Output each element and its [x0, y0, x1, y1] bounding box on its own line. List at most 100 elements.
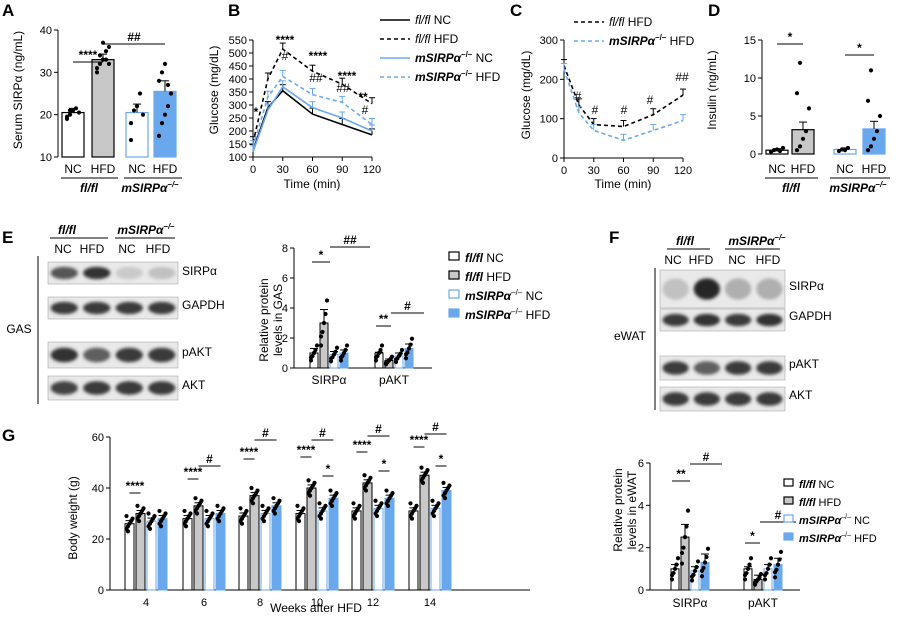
panel-g-point	[420, 480, 426, 485]
panel-e-point	[328, 356, 334, 361]
panel-c-ytick-label: 200	[540, 74, 558, 86]
panel-g-bar	[238, 515, 249, 591]
panel-e-legend: fl/fl NC fl/fl HFD mSIRPα–/– NC mSIRPα–/– H…	[448, 251, 551, 322]
panel-g-bar	[384, 497, 395, 591]
panel-b-series-line	[252, 85, 373, 153]
panel-b-annotation: ##	[336, 81, 350, 95]
panel-g-point	[216, 519, 222, 524]
panel-d-point	[868, 68, 874, 73]
panel-e-lane-nc1: NC	[54, 242, 72, 256]
panel-f-quant-chart: Relative protein levels in eWAT 0 2 4 6 ** # *…	[611, 450, 877, 610]
panel-d-point	[806, 106, 812, 111]
panel-e-tissue-label: GAS	[6, 322, 31, 336]
panel-g-bar	[373, 507, 384, 591]
panel-c-annotation: #	[647, 93, 654, 107]
panel-f-point	[772, 575, 778, 580]
panel-f-point	[689, 574, 695, 579]
panel-b-ytick-label: 350	[229, 87, 247, 99]
panel-d-point	[803, 129, 809, 134]
panel-letter-f: F	[609, 228, 619, 247]
panel-b-ytick-label: 450	[229, 61, 247, 73]
panel-g-point	[266, 506, 271, 511]
panel-e-ytick-label: 8	[282, 243, 288, 255]
panel-f-point	[762, 573, 768, 578]
panel-a-xlabel-hfd1: HFD	[91, 162, 116, 176]
panel-d-point	[794, 148, 800, 153]
panel-g-point	[436, 501, 441, 506]
panel-d-ytick-label: 10	[744, 73, 756, 85]
panel-g-point	[385, 503, 391, 508]
panel-a-point	[103, 57, 109, 62]
panel-g-point	[188, 511, 193, 516]
panel-g-sig-label: ****	[240, 445, 259, 459]
panel-b-ytick-label: 400	[229, 74, 247, 86]
panel-g-point	[124, 513, 129, 519]
panel-a-point	[131, 108, 137, 113]
panel-g-bar	[419, 474, 430, 591]
panel-a-point	[103, 49, 109, 54]
panel-g-sig-label: *	[439, 452, 444, 466]
panel-g-bar	[351, 510, 362, 591]
panel-e-point	[318, 343, 324, 348]
panel-b-gtt-chart: Glucose (mg/dL) Time (min) 1001502002503…	[207, 13, 501, 191]
panel-g-xtick-label: 6	[201, 597, 207, 609]
panel-g-point	[238, 506, 243, 511]
panel-f-legend-swatch	[783, 478, 794, 487]
panel-f-point	[704, 554, 709, 560]
panel-g-point	[390, 491, 395, 496]
panel-e-point	[313, 347, 318, 353]
panel-g-bar	[408, 510, 419, 591]
panel-g-point	[130, 516, 135, 521]
panel-g-bar	[124, 523, 135, 591]
panel-f-legend: fl/fl NC fl/fl HFD mSIRPα–/– NC mSIRPα–/– H…	[783, 478, 877, 545]
panel-a-point	[165, 104, 171, 109]
panel-e-point	[393, 357, 399, 362]
panel-e-legend-swatch	[448, 270, 460, 280]
panel-c-ytick-label: 0	[552, 153, 558, 165]
panel-f-point	[705, 546, 711, 551]
panel-f-point	[747, 562, 752, 567]
panel-f-blot-akt-label: AKT	[789, 388, 813, 402]
panel-e-sig-label: *	[319, 248, 324, 262]
panel-g-point	[221, 506, 226, 511]
panel-g-bar	[317, 510, 328, 591]
panel-f-point	[669, 577, 675, 582]
panel-f-ytick-label: 4	[638, 500, 644, 512]
panel-f-tissue-label: eWAT	[614, 329, 647, 343]
panel-g-sig-label: ****	[410, 433, 429, 447]
panel-c-xlabel: Time (min)	[595, 177, 652, 191]
panel-a-ytick-label: 30	[40, 67, 52, 79]
panel-e-point	[343, 347, 348, 353]
panel-c-xtick-label: 60	[617, 165, 629, 177]
panel-f-ytick-label: 2	[638, 543, 644, 555]
panel-a-ytick-label: 20	[40, 110, 52, 122]
panel-e-sig-label: **	[379, 312, 389, 326]
panel-g-point	[249, 485, 254, 491]
panel-e-cat-sirpa: SIRPα	[312, 373, 347, 387]
panel-g-xtick-label: 12	[367, 597, 379, 609]
panel-g-point	[260, 503, 265, 508]
panel-b-ytick-label: 500	[229, 48, 247, 60]
panel-f-band-gapdh	[693, 313, 720, 327]
panel-g-sig-label: ****	[353, 438, 372, 452]
panel-c-legend: fl/fl HFD mSIRPα–/– HFD	[574, 15, 695, 48]
panel-a-xlabel-nc1: NC	[64, 162, 82, 176]
panel-e-sig-label: #	[404, 299, 411, 313]
panel-b-xtick-label: 90	[336, 164, 348, 176]
panel-g-point	[157, 508, 162, 514]
panel-d-point	[868, 144, 874, 149]
panel-g-point	[136, 519, 142, 524]
panel-g-point	[384, 488, 389, 493]
panel-letter-d: D	[708, 1, 720, 20]
panel-e-blot-akt-label: AKT	[182, 378, 206, 392]
panel-f-point	[679, 561, 685, 566]
panel-letter-b: B	[228, 1, 240, 20]
panel-e-point	[320, 329, 325, 335]
panel-a-group-flfl: fl/fl	[80, 181, 99, 195]
panel-g-point	[323, 503, 328, 508]
panel-e-point	[383, 360, 389, 365]
panel-g-point	[255, 488, 260, 493]
panel-b-annotation: #	[362, 103, 369, 117]
panel-g-point	[215, 503, 220, 508]
